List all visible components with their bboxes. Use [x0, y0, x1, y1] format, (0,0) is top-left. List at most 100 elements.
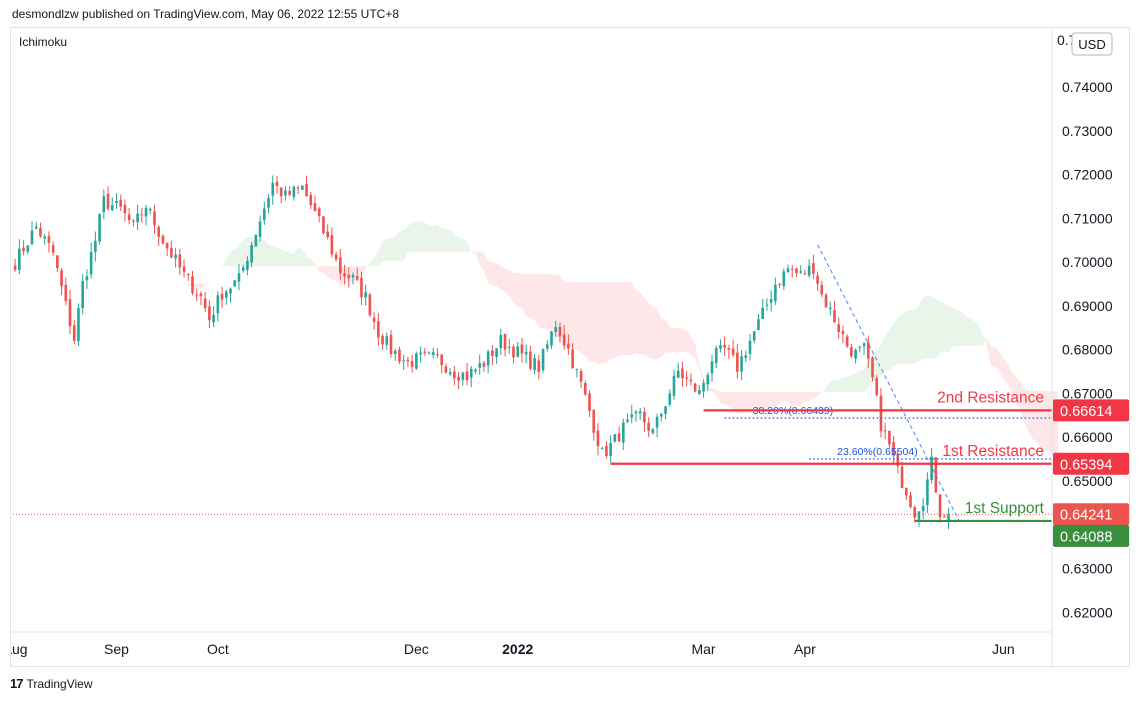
- ichimoku-cloud-segment: [205, 279, 210, 287]
- candle-body: [795, 268, 798, 273]
- level-name-label: 2nd Resistance: [937, 389, 1044, 406]
- candle-body: [634, 411, 638, 414]
- candle-body: [702, 382, 705, 392]
- ichimoku-cloud-segment: [564, 280, 569, 349]
- ichimoku-candlestick-chart[interactable]: 38.20%(0.66439)23.60%(0.65504)2nd Resist…: [11, 28, 1131, 668]
- ichimoku-cloud-segment: [792, 391, 797, 406]
- candle-body: [157, 227, 161, 237]
- candle-body: [799, 271, 803, 273]
- candle-body: [406, 359, 410, 362]
- currency-badge: [1071, 32, 1113, 56]
- ichimoku-cloud-segment: [234, 244, 239, 267]
- candle-body: [85, 276, 89, 281]
- candle-body: [402, 360, 405, 362]
- candle-body: [883, 430, 887, 432]
- candle-body: [186, 273, 190, 275]
- ichimoku-cloud-segment: [880, 335, 886, 377]
- candle-body: [845, 336, 849, 347]
- candle-body: [56, 255, 59, 269]
- ichimoku-cloud-segment: [640, 292, 645, 356]
- candle-body: [127, 214, 131, 221]
- ichimoku-cloud-segment: [779, 391, 784, 404]
- ichimoku-cloud-segment: [669, 326, 674, 353]
- ichimoku-cloud-segment: [766, 391, 772, 410]
- candle-body: [43, 236, 46, 239]
- level-name-label: 1st Resistance: [942, 443, 1044, 460]
- candle-body: [448, 372, 452, 375]
- candle-body: [51, 245, 55, 253]
- ichimoku-cloud-segment: [521, 273, 527, 317]
- candle-body: [571, 349, 574, 369]
- ichimoku-cloud-segment: [652, 306, 658, 359]
- candle-body: [706, 374, 710, 385]
- candle-body: [491, 350, 494, 356]
- candle-body: [381, 335, 384, 345]
- candle-body: [322, 216, 325, 234]
- candle-body: [89, 252, 93, 275]
- currency-label: USD: [1078, 37, 1105, 52]
- candle-body: [132, 220, 135, 222]
- candle-body: [710, 361, 714, 374]
- ichimoku-cloud-segment: [543, 273, 548, 330]
- ichimoku-cloud-segment: [847, 375, 852, 392]
- ichimoku-cloud-segment: [1011, 371, 1017, 403]
- ichimoku-cloud-segment: [323, 266, 328, 278]
- ichimoku-cloud-segment: [1041, 390, 1046, 451]
- candle-body: [833, 310, 836, 323]
- candle-body: [529, 351, 532, 369]
- ichimoku-cloud-segment: [918, 297, 924, 361]
- ichimoku-cloud-segment: [783, 391, 789, 402]
- ichimoku-cloud-segment: [707, 388, 713, 392]
- level-name-label: 1st Support: [965, 500, 1045, 517]
- candle-body: [643, 411, 646, 423]
- candle-body: [664, 406, 667, 414]
- candle-body: [837, 324, 841, 332]
- candle-body: [900, 466, 904, 489]
- candle-body: [106, 193, 110, 209]
- ichimoku-cloud-segment: [530, 273, 535, 321]
- candle-body: [191, 276, 194, 293]
- ichimoku-cloud-segment: [433, 224, 438, 252]
- ichimoku-cloud-segment: [834, 380, 839, 392]
- ichimoku-cloud-segment: [821, 387, 827, 393]
- candle-body: [731, 348, 735, 355]
- candle-body: [714, 348, 718, 364]
- candle-body: [199, 293, 203, 297]
- candle-body: [938, 494, 942, 518]
- x-tick-label: 2022: [502, 641, 533, 657]
- ichimoku-cloud-segment: [631, 282, 636, 356]
- ichimoku-cloud-segment: [602, 282, 607, 364]
- chart-panel[interactable]: 38.20%(0.66439)23.60%(0.65504)2nd Resist…: [10, 27, 1131, 668]
- ichimoku-cloud-segment: [885, 329, 890, 371]
- ichimoku-cloud-segment: [813, 391, 818, 399]
- candle-body: [545, 344, 549, 349]
- ichimoku-cloud-segment: [420, 222, 425, 252]
- candle-body: [301, 185, 304, 190]
- candle-body: [102, 196, 106, 213]
- candle-body: [241, 267, 245, 271]
- candle-body: [774, 284, 777, 302]
- ichimoku-cloud-segment: [238, 240, 244, 267]
- candle-body: [554, 327, 558, 332]
- ichimoku-cloud-segment: [391, 236, 396, 261]
- candle-body: [18, 248, 21, 271]
- ichimoku-cloud-segment: [551, 274, 556, 336]
- candle-body: [676, 370, 680, 378]
- candle-body: [854, 349, 857, 359]
- ichimoku-cloud-segment: [969, 318, 974, 346]
- candle-body: [262, 208, 266, 220]
- ichimoku-cloud-segment: [893, 317, 898, 366]
- price-badge-label: 0.64241: [1060, 508, 1112, 524]
- ichimoku-cloud-segment: [479, 251, 484, 271]
- ichimoku-cloud-segment: [298, 246, 303, 267]
- ichimoku-cloud-segment: [412, 220, 417, 252]
- ichimoku-cloud-segment: [597, 282, 603, 365]
- candle-body: [309, 194, 313, 206]
- ichimoku-cloud-segment: [445, 228, 451, 252]
- candle-body: [212, 315, 215, 323]
- candle-body: [237, 273, 241, 282]
- y-tick-label: 0.63000: [1062, 561, 1113, 577]
- ichimoku-cloud-segment: [716, 389, 721, 404]
- candle-body: [803, 273, 807, 275]
- ichimoku-cloud-segment: [319, 266, 324, 273]
